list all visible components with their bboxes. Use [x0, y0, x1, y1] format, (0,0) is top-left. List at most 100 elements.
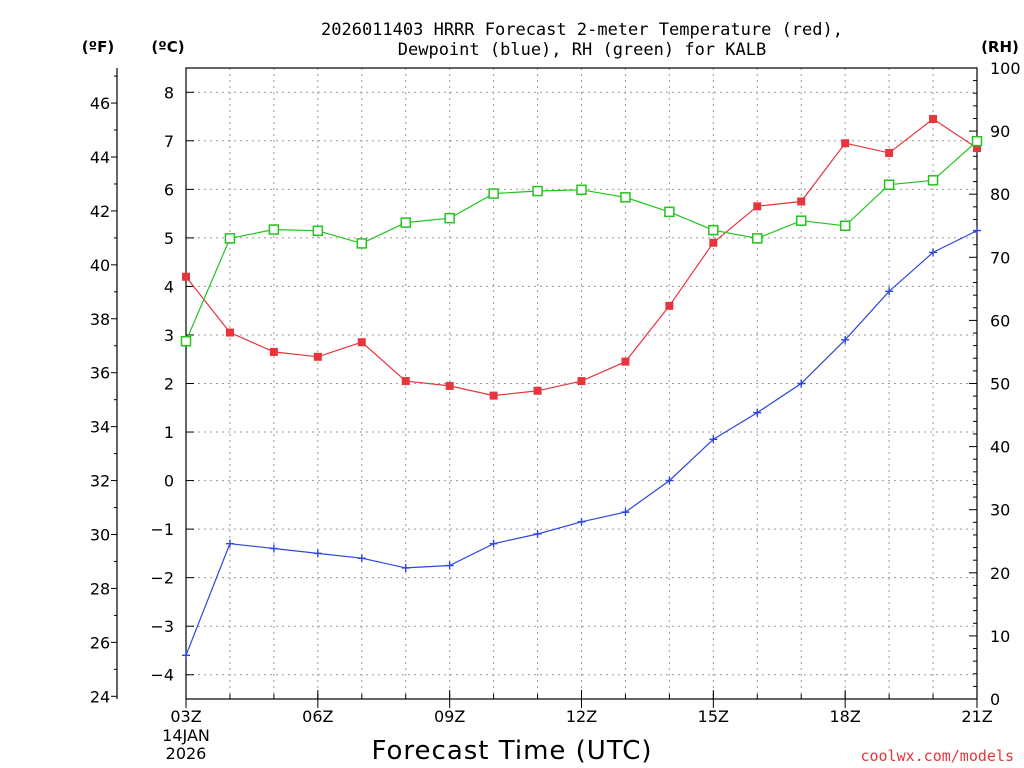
rh-point [752, 233, 763, 244]
temperature-point [841, 139, 850, 148]
rh-unit-label: (RH) [981, 38, 1019, 56]
rh-tick-label: 0 [990, 690, 1000, 709]
celsius-unit-label: (ºC) [151, 38, 184, 56]
temperature-point [401, 377, 410, 386]
celsius-tick-label: 2 [164, 375, 174, 394]
rh-point [708, 224, 719, 236]
rh-point [532, 185, 543, 197]
celsius-tick-label: 5 [164, 229, 174, 248]
celsius-tick-label: 1 [164, 423, 174, 442]
dewpoint-point [621, 508, 630, 517]
fahrenheit-tick-label: 26 [90, 633, 110, 652]
dewpoint-point [929, 248, 938, 257]
dewpoint-point [445, 561, 454, 570]
rh-point [927, 175, 939, 186]
rh-point [971, 135, 983, 147]
time-tick-label: 15Z [698, 707, 729, 726]
rh-point [488, 188, 499, 199]
celsius-tick-label: 6 [164, 180, 174, 199]
rh-axis: 0 10 20 30 40 50 60 70 80 90 100 [969, 59, 1021, 709]
time-tick-label: 03Z [170, 707, 201, 726]
celsius-tick-label: −1 [150, 520, 174, 539]
celsius-tick-label: −3 [150, 617, 174, 636]
fahrenheit-tick-label: 24 [90, 687, 110, 706]
rh-point [312, 225, 324, 237]
fahrenheit-axis: 24 26 28 30 32 34 36 38 40 42 44 46 [90, 75, 117, 706]
dewpoint-point [269, 544, 278, 553]
date-label-year: 2026 [166, 744, 207, 763]
temperature-line [185, 118, 978, 397]
dewpoint-point [357, 554, 366, 563]
temperature-point [313, 352, 322, 361]
dewpoint-point [841, 335, 850, 344]
rh-tick-label: 20 [990, 564, 1010, 583]
chart-title-line-2: Dewpoint (blue), RH (green) for KALB [398, 40, 766, 60]
rh-point [400, 217, 411, 228]
dewpoint-point [665, 476, 674, 485]
dewpoint-point [225, 539, 234, 548]
temperature-point [797, 197, 806, 206]
temperature-point [269, 347, 278, 356]
rh-point [356, 238, 368, 249]
dewpoint-point [401, 563, 410, 572]
time-tick-label: 21Z [961, 707, 992, 726]
rh-tick-label: 70 [990, 248, 1010, 267]
temperature-point [182, 272, 190, 281]
rh-point [268, 224, 280, 235]
x-axis-label: Forecast Time (UTC) [371, 736, 652, 766]
dewpoint-point [753, 408, 762, 417]
celsius-tick-label: 8 [164, 83, 174, 102]
fahrenheit-tick-label: 40 [90, 256, 110, 275]
celsius-tick-label: 0 [164, 472, 174, 491]
dewpoint-point [182, 651, 190, 660]
temperature-point [929, 114, 938, 123]
celsius-tick-label: −4 [150, 666, 174, 685]
time-tick-label: 09Z [434, 707, 465, 726]
rh-tick-label: 50 [990, 375, 1010, 394]
temperature-point [753, 202, 762, 211]
dewpoint-point [313, 549, 322, 558]
temperature-point [621, 357, 630, 366]
fahrenheit-tick-label: 34 [90, 418, 110, 437]
temperature-point [709, 238, 718, 247]
dewpoint-point [973, 226, 981, 235]
temperature-point [489, 391, 498, 400]
celsius-tick-label: 3 [164, 326, 174, 345]
dewpoint-point [885, 287, 894, 296]
rh-point [180, 335, 192, 347]
fahrenheit-tick-label: 36 [90, 364, 110, 383]
fahrenheit-tick-label: 30 [90, 526, 110, 545]
time-tick-label: 18Z [830, 707, 861, 726]
temperature-point [973, 144, 981, 153]
fahrenheit-unit-label: (ºF) [82, 38, 114, 56]
temperature-point [445, 381, 454, 390]
fahrenheit-tick-label: 44 [90, 148, 110, 167]
time-tick-label: 06Z [302, 707, 333, 726]
temperature-point [357, 338, 366, 347]
temperature-point [665, 301, 674, 310]
rh-tick-label: 10 [990, 627, 1010, 646]
dewpoint-point [797, 379, 806, 388]
dewpoint-point [489, 539, 498, 548]
temperature-point [225, 328, 234, 337]
celsius-tick-label: 7 [164, 132, 174, 151]
celsius-tick-label: 4 [164, 277, 174, 296]
rh-point [839, 220, 851, 231]
rh-tick-label: 30 [990, 501, 1010, 520]
time-tick-label: 12Z [566, 707, 597, 726]
rh-tick-label: 40 [990, 438, 1010, 457]
credit-text: coolwx.com/models [860, 747, 1014, 765]
rh-point [576, 184, 587, 196]
rh-point [795, 215, 807, 226]
rh-point [620, 192, 631, 203]
series-layer [180, 114, 983, 660]
date-label-day: 14JAN [162, 726, 210, 745]
dewpoint-point [533, 529, 542, 538]
time-axis: 03Z 06Z 09Z 12Z 15Z 18Z 21Z [170, 690, 993, 726]
temperature-point [533, 386, 542, 395]
dewpoint-point [577, 517, 586, 526]
fahrenheit-tick-label: 32 [90, 472, 110, 491]
dewpoint-point [709, 435, 718, 444]
celsius-tick-label: −2 [150, 569, 174, 588]
